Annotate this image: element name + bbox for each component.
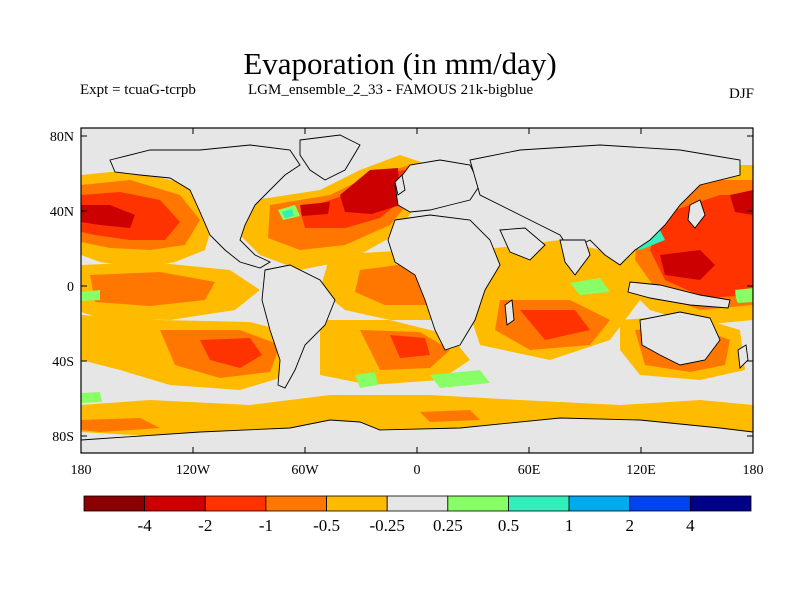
colorbar-label: 2 [625,516,634,535]
lat-label: 80S [52,430,74,445]
colorbar-swatch [689,495,752,512]
green-region [355,372,378,388]
lon-label: 120W [176,463,211,478]
experiment-label: Expt = tcuaG-tcrpb [80,82,196,98]
colorbar-swatch [326,495,388,512]
colorbar-label: 0.25 [433,516,463,535]
evaporation-field [81,128,753,453]
japan [687,199,706,229]
colorbar-swatch [629,495,691,512]
greenland [299,134,361,181]
red-region [520,310,590,340]
lat-label: 0 [67,280,74,295]
red-region [81,205,135,228]
orange-region [90,272,215,306]
colorbar-swatch [386,495,449,512]
colorbar: -4 -2 -1 -0.5 -0.25 0.25 0.5 1 2 4 [83,495,752,535]
india [559,239,591,276]
orange-region [81,418,160,432]
colorbar-label: 1 [565,516,574,535]
colorbar-label: -1 [259,516,273,535]
green-region [570,278,610,295]
north-america [109,144,301,269]
colorbar-swatch [204,495,267,512]
colorbar-label: -0.5 [313,516,340,535]
lon-label: 180 [743,463,764,478]
green-region [735,292,753,302]
red-region [340,168,400,214]
colorbar-swatch [83,495,146,512]
lon-label: 60W [291,463,319,478]
madagascar [504,299,515,326]
arabia [499,227,546,261]
lon-label: 60E [518,463,541,478]
antarctica [81,417,753,453]
map-title: Evaporation (in mm/day) [243,46,557,81]
colorbar-swatch [508,495,570,512]
longitude-axis: 180 120W 60W 0 60E 120E 180 [71,128,764,478]
colorbar-label: 4 [686,516,695,535]
colorbar-swatch [265,495,327,512]
south-america [261,264,336,389]
orange-region [420,410,480,422]
colorbar-label: -2 [198,516,212,535]
colorbar-label: 0.5 [498,516,519,535]
red-region [300,202,330,216]
green-region [81,290,100,301]
colorbar-swatch [568,495,631,512]
latitude-axis: 80N 40N 0 40S 80S [50,130,753,445]
africa [387,214,501,351]
season-label: DJF [728,86,754,102]
continent-outlines [81,134,753,453]
colorbar-label: -0.25 [369,516,404,535]
europe [394,159,481,213]
australia [639,311,721,366]
new-zealand [737,344,749,369]
teal-region [282,209,294,218]
red-region [660,250,715,280]
lat-label: 80N [50,130,74,145]
lat-label: 40N [50,205,74,220]
lat-label: 40S [52,355,74,370]
red-region [390,335,430,358]
green-region [81,392,102,403]
colorbar-swatch [144,495,206,512]
asia [469,144,741,266]
red-region [730,190,753,215]
lon-label: 120E [626,463,656,478]
maritime-continent [627,281,731,309]
lon-label: 180 [71,463,92,478]
lon-label: 0 [414,463,421,478]
colorbar-swatch [447,495,509,512]
ensemble-label: LGM_ensemble_2_33 - FAMOUS 21k-bigblue [248,82,534,98]
british-isles [394,174,406,196]
green-region [430,370,490,388]
red-region [200,338,262,368]
colorbar-label: -4 [138,516,153,535]
